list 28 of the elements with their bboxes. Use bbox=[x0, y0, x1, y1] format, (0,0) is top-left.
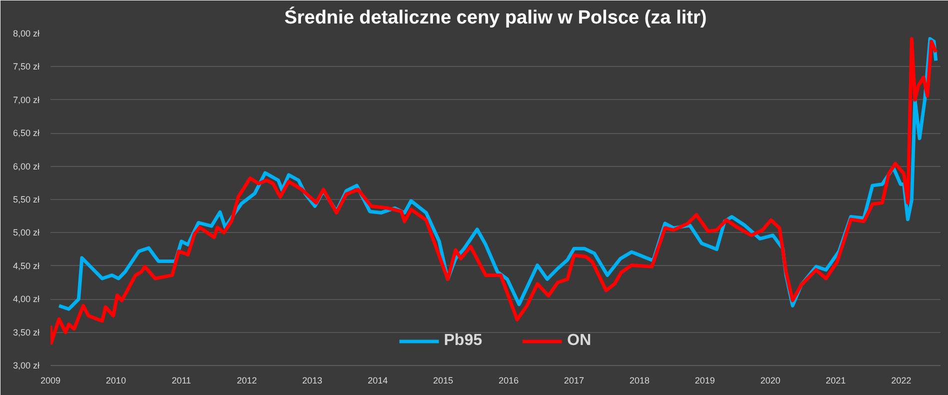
x-tick-label: 2022 bbox=[891, 376, 912, 386]
x-tick-label: 2018 bbox=[629, 376, 650, 386]
legend-label: Pb95 bbox=[444, 332, 482, 350]
x-tick-label: 2016 bbox=[498, 376, 519, 386]
x-tick-label: 2015 bbox=[433, 376, 454, 386]
y-tick-label: 4,50 zł bbox=[12, 260, 40, 271]
x-tick-label: 2017 bbox=[564, 376, 584, 386]
x-tick-label: 2014 bbox=[368, 376, 388, 386]
y-tick-label: 6,00 zł bbox=[12, 161, 40, 172]
x-tick-label: 2020 bbox=[760, 376, 780, 386]
y-tick-label: 3,50 zł bbox=[12, 327, 40, 338]
y-tick-label: 7,50 zł bbox=[12, 62, 40, 72]
chart-title: Średnie detaliczne ceny paliw w Polsce (za litr) bbox=[284, 6, 707, 28]
x-tick-label: 2021 bbox=[826, 376, 846, 386]
x-tick-label: 2010 bbox=[106, 376, 126, 386]
x-tick-label: 2009 bbox=[40, 376, 61, 386]
y-tick-label: 3,00 zł bbox=[12, 360, 40, 370]
x-tick-label: 2013 bbox=[302, 376, 322, 386]
y-tick-label: 5,00 zł bbox=[12, 228, 40, 238]
x-tick-label: 2019 bbox=[694, 376, 715, 386]
y-tick-label: 4,00 zł bbox=[12, 294, 40, 304]
legend-label: ON bbox=[567, 332, 592, 350]
x-tick-label: 2011 bbox=[172, 376, 192, 386]
y-tick-label: 7,00 zł bbox=[12, 94, 40, 105]
y-tick-label: 6,50 zł bbox=[12, 128, 40, 138]
x-tick-label: 2012 bbox=[236, 376, 257, 386]
y-tick-label: 8,00 zł bbox=[12, 28, 40, 38]
y-tick-label: 5,50 zł bbox=[12, 194, 40, 204]
